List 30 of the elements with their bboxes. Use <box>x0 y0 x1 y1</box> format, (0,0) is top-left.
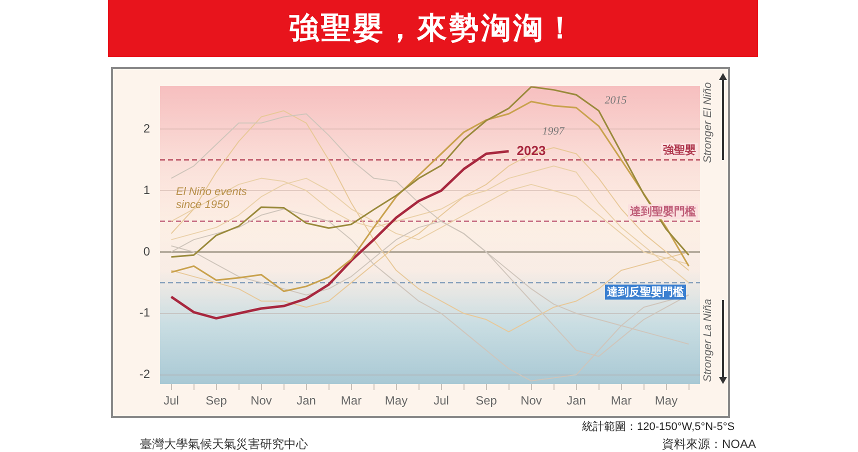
y-tick-label: 2 <box>143 121 150 136</box>
text: 統計範圍：120-150°W,5°N-5°S <box>582 420 735 434</box>
text: Stronger La Niña <box>702 298 714 382</box>
x-tick-label: Sep <box>206 394 228 408</box>
text: Stronger El Niño <box>702 82 714 163</box>
ref-line-label: 強聖嬰 <box>663 144 696 157</box>
ref-line-label: 達到反聖嬰門檻 <box>606 286 684 299</box>
series-label: 2023 <box>516 142 546 158</box>
y-tick-label: 1 <box>143 182 150 197</box>
annotation: El Niño events since 1950 <box>176 186 248 212</box>
source-note: 資料來源：NOAA <box>662 436 756 452</box>
x-tick-label: Jan <box>296 394 316 408</box>
series-label: 2015 <box>604 94 628 107</box>
x-tick-label: Jul <box>434 394 449 408</box>
chart-title: 強聖嬰，來勢洶洶！ <box>108 0 758 57</box>
x-tick-label: Sep <box>476 394 498 408</box>
x-tick-label: May <box>654 394 678 408</box>
series-label: 1997 <box>542 126 565 138</box>
y-tick-label: 0 <box>143 244 150 258</box>
y-tick-label: -1 <box>139 306 150 320</box>
x-tick-label: Nov <box>250 394 272 408</box>
x-tick-label: Nov <box>520 394 542 408</box>
x-tick-label: Jul <box>164 394 179 408</box>
x-tick-label: Mar <box>340 394 362 408</box>
x-tick-label: Jan <box>566 394 586 408</box>
x-tick-label: May <box>384 394 408 408</box>
ref-line-label: 達到聖嬰門檻 <box>629 205 696 218</box>
y-tick-label: -2 <box>139 367 150 382</box>
text: 臺灣大學氣候天氣災害研究中心 <box>140 436 308 452</box>
x-tick-label: Mar <box>610 394 632 408</box>
